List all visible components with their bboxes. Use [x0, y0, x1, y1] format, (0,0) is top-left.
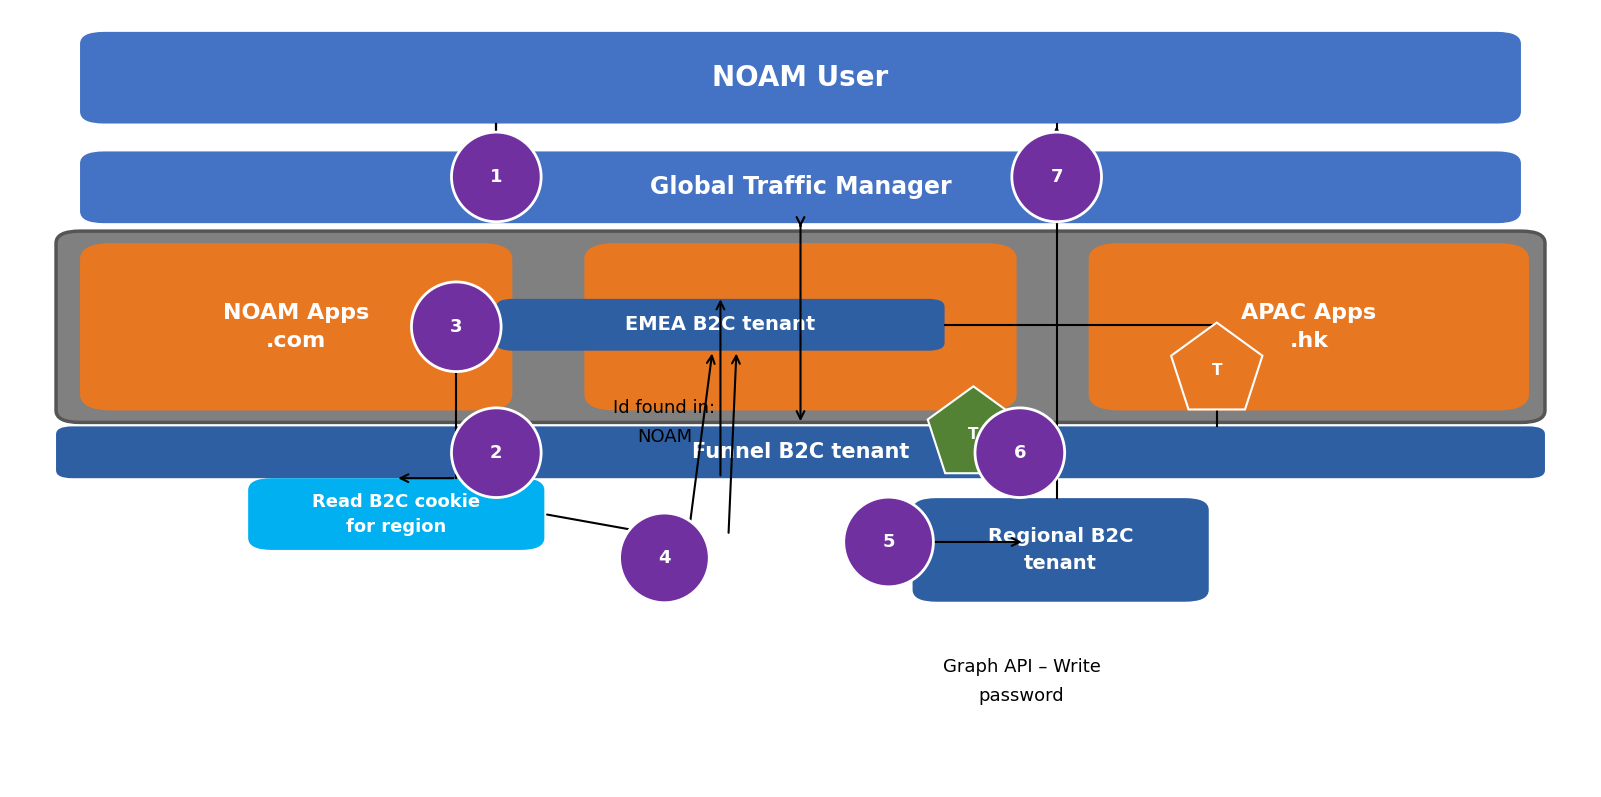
FancyBboxPatch shape	[80, 243, 512, 410]
Text: Regional B2C
tenant: Regional B2C tenant	[988, 527, 1134, 573]
FancyBboxPatch shape	[584, 243, 1017, 410]
Text: 2: 2	[490, 444, 503, 461]
FancyBboxPatch shape	[56, 426, 1545, 478]
FancyBboxPatch shape	[248, 478, 544, 550]
Text: EMEA B2C tenant: EMEA B2C tenant	[626, 316, 815, 334]
Ellipse shape	[975, 408, 1065, 497]
Polygon shape	[1170, 323, 1263, 410]
Ellipse shape	[451, 408, 541, 497]
FancyBboxPatch shape	[1089, 243, 1529, 410]
FancyBboxPatch shape	[80, 151, 1521, 223]
Ellipse shape	[844, 497, 933, 587]
Text: Id found in:
NOAM: Id found in: NOAM	[613, 398, 716, 446]
Ellipse shape	[411, 282, 501, 371]
Ellipse shape	[1012, 132, 1101, 222]
Text: 3: 3	[450, 318, 463, 336]
Text: T: T	[969, 427, 978, 442]
Text: Global Traffic Manager: Global Traffic Manager	[650, 175, 951, 199]
Text: 4: 4	[658, 549, 671, 567]
FancyBboxPatch shape	[496, 299, 945, 351]
FancyBboxPatch shape	[80, 32, 1521, 124]
Text: Read B2C cookie
for region: Read B2C cookie for region	[312, 493, 480, 536]
Text: Graph API – Write
password: Graph API – Write password	[943, 658, 1100, 705]
Text: 6: 6	[1013, 444, 1026, 461]
Text: EMEA Apps
.fr: EMEA Apps .fr	[730, 303, 871, 351]
FancyBboxPatch shape	[913, 498, 1209, 602]
Text: APAC Apps
.hk: APAC Apps .hk	[1241, 303, 1377, 351]
Text: NOAM User: NOAM User	[712, 64, 889, 92]
Polygon shape	[927, 387, 1020, 473]
Ellipse shape	[620, 513, 709, 603]
Text: Funnel B2C tenant: Funnel B2C tenant	[692, 442, 909, 462]
Text: 7: 7	[1050, 168, 1063, 186]
FancyBboxPatch shape	[56, 231, 1545, 422]
Text: NOAM Apps
.com: NOAM Apps .com	[223, 303, 370, 351]
Text: 1: 1	[490, 168, 503, 186]
Text: 5: 5	[882, 533, 895, 551]
Text: T: T	[1212, 363, 1222, 378]
Ellipse shape	[451, 132, 541, 222]
